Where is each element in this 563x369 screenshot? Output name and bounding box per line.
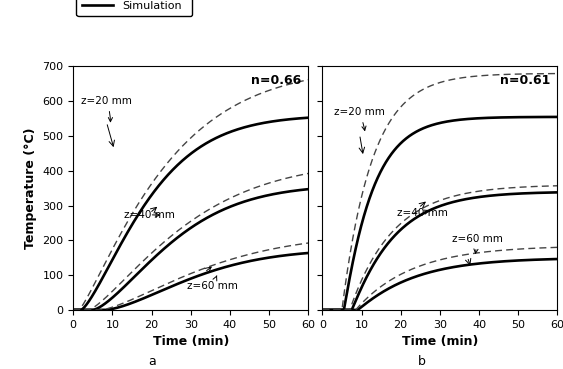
Text: n=0.66: n=0.66 bbox=[251, 74, 301, 87]
Text: z=20 mm: z=20 mm bbox=[334, 107, 385, 131]
Text: z=60 mm: z=60 mm bbox=[187, 276, 238, 291]
Text: a: a bbox=[148, 355, 156, 368]
Text: z=20 mm: z=20 mm bbox=[81, 96, 132, 122]
Text: z=40 mm: z=40 mm bbox=[397, 208, 448, 218]
Text: b: b bbox=[418, 355, 426, 368]
Text: z=60 mm: z=60 mm bbox=[452, 234, 503, 253]
Y-axis label: Temperature (°C): Temperature (°C) bbox=[24, 127, 37, 249]
Text: z=40 mm: z=40 mm bbox=[124, 210, 175, 220]
Text: n=0.61: n=0.61 bbox=[500, 74, 550, 87]
X-axis label: Time (min): Time (min) bbox=[153, 335, 229, 348]
Legend: Experiment, Simulation: Experiment, Simulation bbox=[77, 0, 192, 16]
X-axis label: Time (min): Time (min) bbox=[401, 335, 478, 348]
